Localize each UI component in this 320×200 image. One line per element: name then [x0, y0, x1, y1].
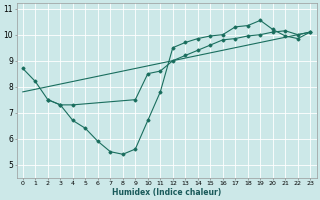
- X-axis label: Humidex (Indice chaleur): Humidex (Indice chaleur): [112, 188, 221, 197]
